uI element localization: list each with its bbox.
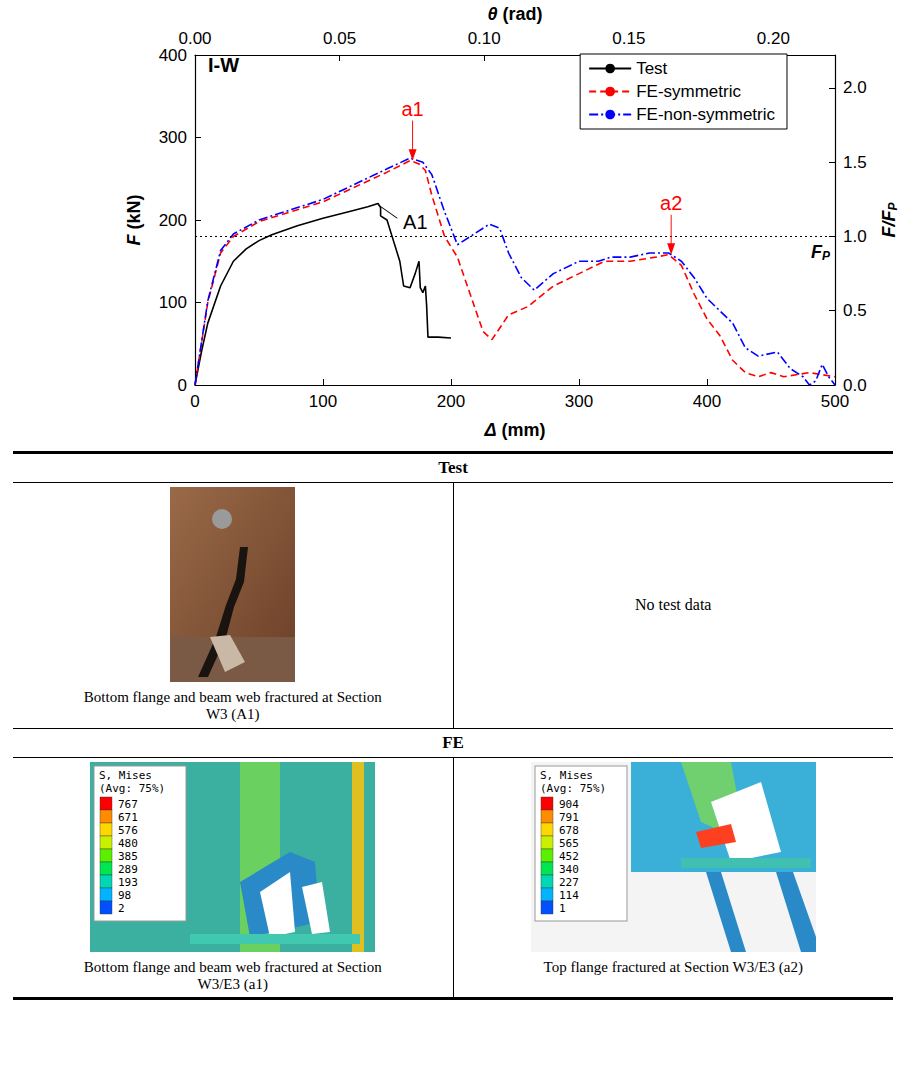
svg-text:100: 100 xyxy=(309,392,337,411)
svg-text:FE-symmetric: FE-symmetric xyxy=(636,82,741,101)
svg-text:FE-non-symmetric: FE-non-symmetric xyxy=(636,105,775,124)
svg-text:Δ: Δ xyxy=(483,420,496,440)
svg-text:565: 565 xyxy=(559,837,579,850)
svg-text:452: 452 xyxy=(559,850,579,863)
svg-text:F/F: F/F xyxy=(879,210,899,238)
svg-text:A1: A1 xyxy=(403,211,427,233)
svg-text:Test: Test xyxy=(636,59,667,78)
svg-text:0: 0 xyxy=(190,392,199,411)
svg-text:300: 300 xyxy=(159,128,187,147)
svg-text:767: 767 xyxy=(118,798,138,811)
svg-text:300: 300 xyxy=(565,392,593,411)
svg-text:0.05: 0.05 xyxy=(323,29,356,48)
svg-text:a1: a1 xyxy=(401,98,423,120)
svg-text:400: 400 xyxy=(159,46,187,65)
svg-text:340: 340 xyxy=(559,863,579,876)
svg-text:227: 227 xyxy=(559,876,579,889)
svg-text:200: 200 xyxy=(437,392,465,411)
svg-text:P: P xyxy=(886,202,900,211)
svg-text:a2: a2 xyxy=(660,192,682,214)
svg-text:678: 678 xyxy=(559,824,579,837)
svg-text:0.0: 0.0 xyxy=(843,375,867,395)
svg-text:θ: θ xyxy=(487,4,497,24)
svg-text:0.20: 0.20 xyxy=(757,29,790,48)
svg-text:671: 671 xyxy=(118,811,138,824)
svg-text:(Avg: 75%): (Avg: 75%) xyxy=(540,782,606,795)
html-text:FE: FE xyxy=(442,732,464,752)
svg-text:1.5: 1.5 xyxy=(843,153,867,172)
svg-text:(rad): (rad) xyxy=(498,4,543,24)
svg-text:114: 114 xyxy=(559,889,579,902)
svg-text:I-W: I-W xyxy=(208,54,239,76)
svg-text:289: 289 xyxy=(118,863,138,876)
svg-text:0: 0 xyxy=(178,376,187,395)
svg-text:S, Mises: S, Mises xyxy=(99,769,152,782)
svg-text:1.0: 1.0 xyxy=(843,227,867,246)
html-text:Test: Test xyxy=(438,458,468,477)
svg-text:P: P xyxy=(822,249,831,263)
svg-text:200: 200 xyxy=(159,211,187,230)
svg-text:500: 500 xyxy=(821,392,849,411)
html-text:No test data: No test data xyxy=(635,596,712,614)
svg-text:0.5: 0.5 xyxy=(843,301,867,320)
svg-text:0.15: 0.15 xyxy=(612,29,645,48)
svg-text:1: 1 xyxy=(559,902,566,915)
svg-text:400: 400 xyxy=(693,392,721,411)
svg-text:385: 385 xyxy=(118,850,138,863)
svg-text:F: F xyxy=(124,234,144,246)
svg-text:791: 791 xyxy=(559,811,579,824)
svg-text:(Avg: 75%): (Avg: 75%) xyxy=(99,782,165,795)
svg-text:576: 576 xyxy=(118,824,138,837)
svg-text:(kN): (kN) xyxy=(124,194,144,234)
svg-text:480: 480 xyxy=(118,837,138,850)
svg-text:2.0: 2.0 xyxy=(843,78,867,97)
svg-text:98: 98 xyxy=(118,889,131,902)
svg-text:(mm): (mm) xyxy=(497,420,546,440)
svg-text:193: 193 xyxy=(118,876,138,889)
svg-text:904: 904 xyxy=(559,798,579,811)
html-text:Bottom flange and beam web fra: Bottom flange and beam web fractured at … xyxy=(83,958,382,992)
html-text:Bottom flange and beam web fra: Bottom flange and beam web fractured at … xyxy=(83,689,382,723)
svg-text:S, Mises: S, Mises xyxy=(540,769,593,782)
svg-text:0.00: 0.00 xyxy=(178,29,211,48)
svg-text:100: 100 xyxy=(159,293,187,312)
svg-text:0.10: 0.10 xyxy=(468,29,501,48)
svg-text:2: 2 xyxy=(118,902,125,915)
html-text:Top flange fractured at Sectio: Top flange fractured at Section W3/E3 (a… xyxy=(543,958,803,975)
svg-text:F: F xyxy=(811,242,823,262)
